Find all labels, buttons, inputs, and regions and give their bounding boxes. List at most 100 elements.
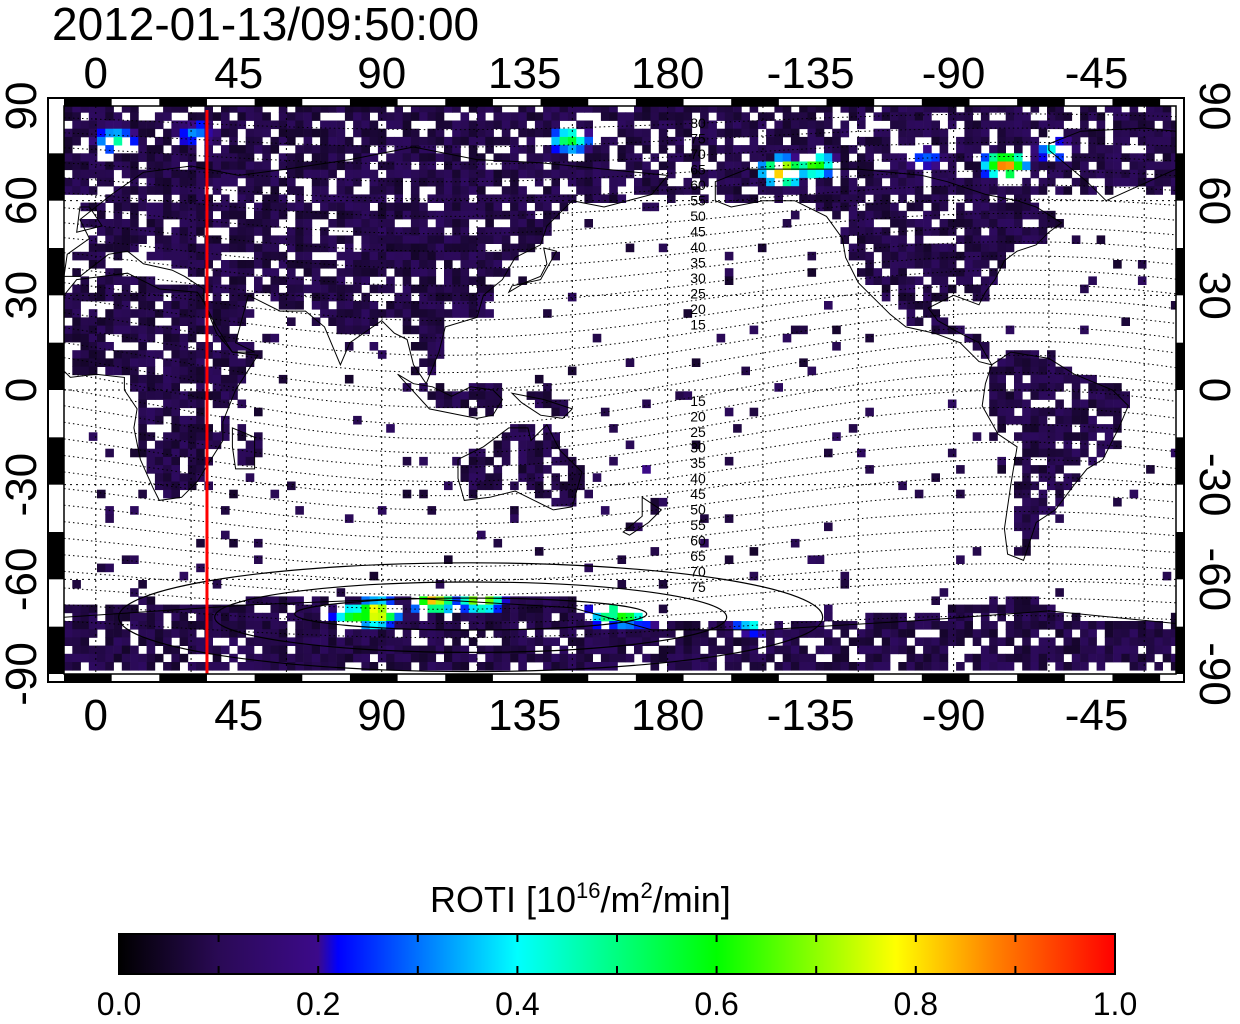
roti-cell (931, 177, 940, 187)
roti-cell (229, 309, 238, 318)
roti-cell (947, 251, 957, 261)
roti-cell (559, 136, 569, 146)
roti-cell (344, 637, 354, 646)
roti-cell (80, 161, 90, 171)
roti-cell (270, 202, 280, 212)
roti-cell (485, 407, 494, 417)
roti-cell (997, 465, 1006, 474)
roti-cell (212, 366, 222, 376)
roti-cell (1104, 177, 1114, 187)
roti-cell (485, 177, 494, 187)
roti-cell (295, 621, 304, 630)
roti-cell (534, 448, 544, 458)
roti-cell (196, 227, 205, 236)
roti-cell (278, 653, 288, 663)
roti-cell (394, 227, 403, 236)
roti-cell (171, 317, 180, 326)
roti-cell (1055, 465, 1064, 474)
roti-cell (584, 136, 593, 146)
roti-cell (146, 177, 156, 187)
roti-cell (914, 177, 924, 187)
roti-cell (774, 186, 783, 195)
roti-cell (1104, 432, 1114, 441)
roti-cell (410, 169, 420, 179)
roti-cell (254, 186, 263, 195)
roti-cell (171, 153, 180, 162)
roti-cell (1005, 136, 1015, 146)
roti-cell (1005, 629, 1015, 638)
roti-cell (369, 251, 379, 261)
roti-cell (402, 383, 412, 392)
map-title: 2012-01-13/09:50:00 (52, 0, 479, 50)
roti-cell (72, 325, 81, 335)
roti-cell (1055, 645, 1064, 655)
roti-cell (105, 194, 114, 203)
roti-cell (782, 153, 792, 162)
roti-cell (1022, 120, 1031, 130)
roti-cell (1038, 637, 1048, 646)
roti-cell (964, 153, 973, 162)
roti-cell (609, 612, 618, 622)
roti-cell (989, 268, 998, 277)
roti-cell (179, 202, 189, 212)
roti-cell (724, 186, 734, 195)
roti-cell (435, 120, 445, 130)
roti-cell (328, 621, 337, 630)
roti-cell (221, 325, 230, 335)
roti-cell (1047, 177, 1056, 187)
roti-cell (212, 268, 222, 277)
roti-cell (840, 169, 850, 179)
roti-cell (534, 440, 544, 450)
roti-cell (1063, 186, 1073, 195)
roti-cell (452, 210, 461, 220)
roti-cell (336, 120, 346, 130)
roti-cell (311, 243, 321, 253)
roti-cell (1121, 391, 1130, 400)
roti-cell (617, 653, 627, 663)
roti-cell (254, 106, 263, 113)
roti-cell (212, 243, 222, 253)
roti-cell (64, 333, 73, 343)
roti-cell (1038, 465, 1048, 474)
roti-cell (1080, 662, 1089, 671)
roti-cell (444, 284, 453, 294)
roti-cell (857, 662, 866, 671)
roti-cell (278, 629, 288, 638)
roti-cell (444, 292, 453, 302)
roti-cell (576, 136, 585, 146)
roti-cell (501, 235, 511, 244)
roti-cell (254, 637, 263, 646)
roti-cell (221, 112, 230, 121)
roti-cell (468, 120, 478, 130)
roti-cell (534, 456, 544, 466)
roti-cell (410, 219, 420, 228)
roti-cell (485, 210, 494, 220)
roti-cell (485, 653, 494, 663)
roti-cell (766, 161, 775, 171)
roti-cell (138, 317, 147, 326)
roti-cell (477, 612, 486, 622)
roti-cell (171, 106, 180, 113)
roti-cell (72, 612, 81, 622)
roti-cell (840, 571, 850, 581)
roti-cell (510, 251, 519, 261)
roti-cell (881, 251, 891, 261)
roti-cell (287, 268, 296, 277)
roti-cell (939, 227, 949, 236)
roti-cell (1014, 227, 1023, 236)
roti-cell (212, 284, 222, 294)
roti-cell (80, 106, 90, 113)
x-top-tick-label: -90 (922, 49, 986, 98)
frame-bar-right (1176, 532, 1184, 580)
coastline-newguinea (510, 392, 574, 419)
y-left-tick-label: 0 (0, 378, 46, 402)
roti-cell (617, 169, 627, 179)
roti-cell (179, 629, 189, 638)
roti-cell (419, 153, 428, 162)
roti-cell (997, 374, 1006, 384)
roti-cell (1121, 177, 1130, 187)
roti-cell (1030, 407, 1040, 417)
roti-cell (460, 653, 470, 663)
roti-cell (997, 202, 1006, 212)
roti-cell (402, 268, 412, 277)
